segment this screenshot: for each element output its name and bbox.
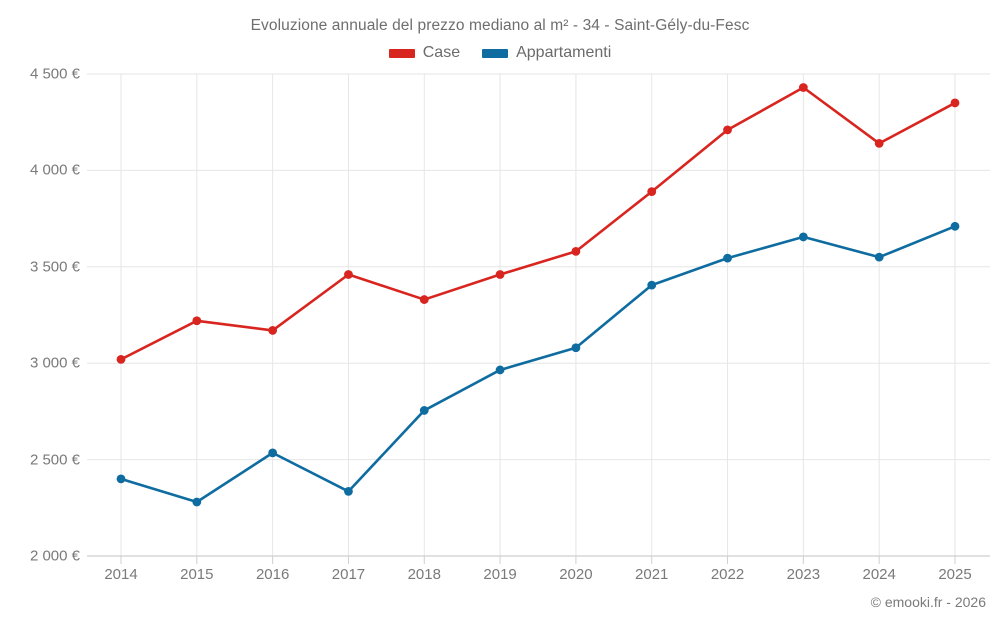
x-tick-label: 2019 bbox=[483, 566, 517, 583]
data-point[interactable] bbox=[344, 270, 353, 279]
data-point[interactable] bbox=[950, 98, 960, 108]
chart-legend: Case Appartamenti bbox=[0, 44, 1000, 62]
data-point[interactable] bbox=[268, 448, 278, 458]
data-point[interactable] bbox=[192, 316, 202, 326]
data-point[interactable] bbox=[192, 497, 202, 507]
data-point[interactable] bbox=[647, 187, 657, 197]
y-tick-label: 3 500 € bbox=[29, 258, 80, 276]
legend-label: Case bbox=[422, 44, 461, 61]
x-tick-label: 2023 bbox=[786, 566, 821, 583]
data-point[interactable] bbox=[647, 280, 657, 290]
x-tick-label: 2025 bbox=[938, 566, 972, 583]
data-point[interactable] bbox=[419, 406, 429, 415]
legend-label: Appartamenti bbox=[516, 44, 612, 61]
series-line bbox=[119, 86, 957, 361]
data-point[interactable] bbox=[116, 354, 126, 364]
legend-item-case[interactable]: Case bbox=[388, 44, 461, 62]
data-point[interactable] bbox=[723, 125, 732, 135]
x-tick-label: 2021 bbox=[635, 566, 669, 583]
series-case bbox=[116, 83, 960, 364]
x-tick-label: 2024 bbox=[862, 566, 896, 583]
data-point[interactable] bbox=[495, 270, 505, 279]
line-swatch-icon bbox=[482, 48, 509, 58]
data-point[interactable] bbox=[116, 474, 126, 484]
data-point[interactable] bbox=[419, 295, 429, 304]
data-point[interactable] bbox=[495, 365, 505, 375]
data-point[interactable] bbox=[874, 252, 884, 262]
y-tick-label: 2 000 € bbox=[29, 547, 80, 565]
x-tick-label: 2020 bbox=[559, 566, 593, 583]
y-tick-label: 2 500 € bbox=[29, 451, 80, 469]
x-tick-label: 2015 bbox=[180, 566, 214, 583]
footer-credit: © emooki.fr - 2026 bbox=[870, 594, 986, 610]
data-point[interactable] bbox=[874, 139, 884, 148]
series-line bbox=[119, 225, 957, 504]
x-tick-label: 2016 bbox=[255, 566, 290, 583]
legend-item-appartamenti[interactable]: Appartamenti bbox=[482, 44, 611, 62]
chart-title: Evoluzione annuale del prezzo mediano al… bbox=[250, 17, 750, 34]
line-swatch-icon bbox=[388, 48, 415, 58]
data-point[interactable] bbox=[723, 253, 732, 263]
y-axis: 2 000 € 2 500 € 3 000 € 3 500 € 4 000 € 4 500… bbox=[8, 0, 80, 625]
data-point[interactable] bbox=[268, 326, 278, 335]
data-point[interactable] bbox=[798, 83, 808, 92]
series-appartamenti bbox=[116, 221, 960, 507]
x-tick-label: 2018 bbox=[407, 566, 441, 583]
x-tick-label: 2014 bbox=[104, 566, 138, 583]
data-point[interactable] bbox=[950, 221, 960, 231]
data-point[interactable] bbox=[798, 232, 808, 242]
x-tick-label: 2017 bbox=[331, 566, 366, 583]
y-tick-label: 4 500 € bbox=[29, 65, 80, 83]
data-point[interactable] bbox=[571, 343, 581, 353]
data-point[interactable] bbox=[344, 487, 353, 496]
x-tick-label: 2022 bbox=[710, 566, 745, 583]
y-tick-label: 3 000 € bbox=[29, 354, 80, 372]
data-point[interactable] bbox=[571, 246, 581, 256]
y-tick-label: 4 000 € bbox=[29, 161, 80, 179]
